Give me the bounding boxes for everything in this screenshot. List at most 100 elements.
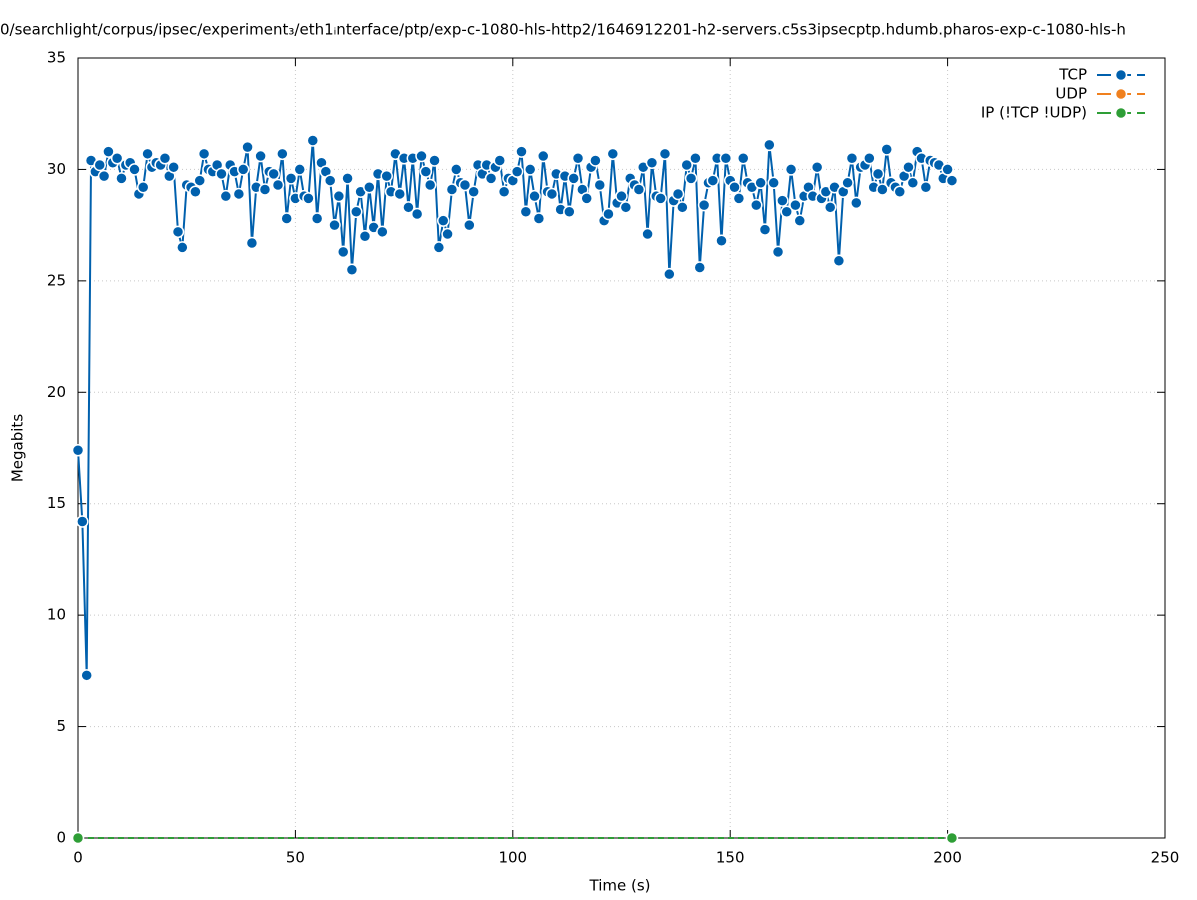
data-point xyxy=(510,165,524,178)
data-point xyxy=(645,156,659,169)
data-point xyxy=(493,154,507,167)
y-tick-label: 5 xyxy=(56,717,66,735)
data-point xyxy=(528,189,541,203)
data-point xyxy=(841,176,854,190)
data-point xyxy=(497,185,511,198)
data-point xyxy=(715,234,728,247)
data-point xyxy=(363,181,376,194)
data-point xyxy=(519,205,533,219)
data-point xyxy=(189,185,202,198)
y-tick-label: 25 xyxy=(47,271,66,289)
data-point xyxy=(602,207,615,221)
y-tick-label: 20 xyxy=(47,383,66,401)
data-point xyxy=(736,152,750,165)
data-point xyxy=(776,194,789,207)
data-point xyxy=(245,236,259,250)
data-point xyxy=(615,189,628,203)
y-tick-label: 15 xyxy=(47,494,66,512)
data-point xyxy=(680,158,693,172)
data-point xyxy=(310,212,324,225)
data-point xyxy=(136,181,150,194)
data-point xyxy=(832,254,846,268)
data-point xyxy=(902,160,915,174)
data-point xyxy=(563,205,576,219)
data-point xyxy=(793,214,807,227)
series-line xyxy=(77,140,953,676)
x-tick-label: 250 xyxy=(1151,849,1180,867)
data-point xyxy=(197,147,211,161)
data-point xyxy=(376,225,389,239)
y-axis-label: Megabits xyxy=(9,414,27,482)
data-point xyxy=(663,267,676,281)
data-point xyxy=(380,169,393,183)
data-point xyxy=(515,145,528,158)
data-point xyxy=(463,218,476,232)
data-point xyxy=(619,201,633,214)
data-point xyxy=(141,147,154,161)
data-point xyxy=(158,152,172,165)
data-point xyxy=(358,230,372,243)
data-point xyxy=(676,201,689,214)
data-point xyxy=(945,831,959,845)
data-point xyxy=(167,160,180,174)
data-point xyxy=(258,183,272,196)
data-point xyxy=(341,172,354,185)
data-point xyxy=(97,169,111,183)
data-point xyxy=(445,183,459,196)
legend-marker xyxy=(1114,106,1128,120)
data-point xyxy=(767,176,780,190)
data-point xyxy=(428,154,441,167)
data-point xyxy=(850,196,863,210)
data-point xyxy=(523,163,537,176)
data-point xyxy=(945,174,959,187)
data-point xyxy=(215,167,228,181)
data-point xyxy=(693,261,707,274)
data-point xyxy=(789,198,802,212)
data-point xyxy=(276,147,289,161)
data-point xyxy=(919,181,933,194)
legend-marker xyxy=(1114,68,1128,82)
data-point xyxy=(763,138,776,152)
data-point xyxy=(410,207,424,221)
data-point xyxy=(323,174,337,187)
data-point xyxy=(719,152,733,165)
data-point xyxy=(267,167,280,181)
data-point xyxy=(684,172,698,185)
y-tick-label: 35 xyxy=(47,49,66,67)
data-point xyxy=(441,227,454,241)
data-point xyxy=(606,147,620,161)
data-point xyxy=(241,140,254,154)
data-point xyxy=(458,178,472,192)
data-point xyxy=(641,227,654,241)
data-point xyxy=(750,198,763,212)
legend-label: TCP xyxy=(1058,66,1087,84)
y-tick-label: 30 xyxy=(47,160,66,178)
data-point xyxy=(423,178,437,192)
data-point xyxy=(810,160,824,174)
data-point xyxy=(115,172,128,185)
data-point xyxy=(415,149,428,163)
data-point xyxy=(871,167,885,181)
data-point xyxy=(350,205,363,219)
data-point xyxy=(219,189,233,203)
y-tick-label: 10 xyxy=(47,606,66,624)
data-point xyxy=(545,187,559,201)
data-point xyxy=(232,187,246,201)
data-point xyxy=(280,212,293,225)
chart-title: 0/searchlight/corpus/ipsec/experiment₃/e… xyxy=(0,21,1126,39)
data-point xyxy=(732,192,746,205)
data-point xyxy=(536,149,550,163)
data-point xyxy=(876,183,889,196)
data-point xyxy=(328,218,341,232)
legend-marker xyxy=(1114,87,1128,101)
data-point xyxy=(532,212,546,225)
data-point xyxy=(284,172,298,185)
data-point xyxy=(689,152,702,165)
data-point xyxy=(589,154,602,167)
x-axis-label: Time (s) xyxy=(589,877,651,895)
data-point xyxy=(436,214,450,227)
y-tick-label: 0 xyxy=(56,829,66,847)
data-point xyxy=(271,178,285,192)
data-point xyxy=(784,163,798,176)
